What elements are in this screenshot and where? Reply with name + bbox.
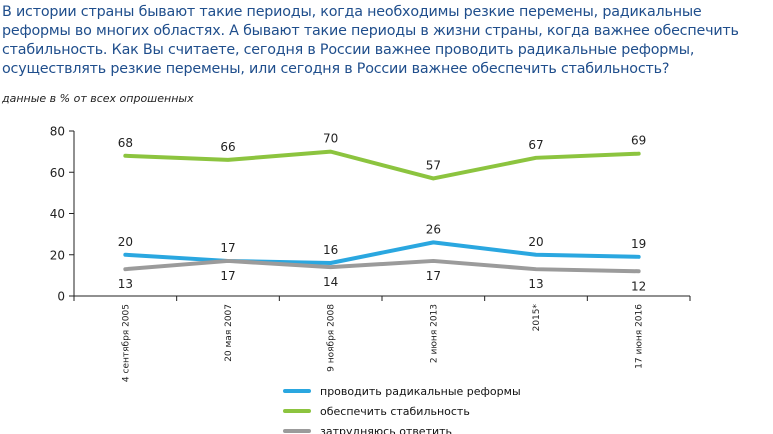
- y-tick-label: 60: [50, 166, 65, 180]
- data-label-group: 20 17 16 26 20 19 68 66 70 57 67 69 13 17 14 17 13 12: [118, 132, 647, 294]
- data-label: 16: [323, 243, 338, 257]
- data-label: 20: [118, 235, 133, 249]
- data-label: 13: [528, 277, 543, 291]
- data-label: 12: [631, 279, 646, 293]
- y-tick-label: 40: [50, 207, 65, 221]
- data-label: 68: [118, 136, 133, 150]
- data-label: 14: [323, 275, 338, 289]
- data-label: 20: [528, 235, 543, 249]
- series-group: [123, 149, 641, 274]
- series-line: [123, 258, 641, 274]
- data-label: 17: [220, 269, 235, 283]
- data-label: 69: [631, 134, 646, 148]
- legend-label: обеспечить стабильность: [320, 404, 470, 418]
- legend-swatch: [283, 409, 311, 413]
- y-tick-label: 0: [57, 290, 65, 304]
- x-tick-label: 20 мая 2007: [224, 304, 234, 362]
- data-label: 17: [426, 269, 441, 283]
- y-tick-group: 0 20 40 60 80: [50, 125, 74, 304]
- legend-item: затрудняюсь ответить: [283, 421, 521, 434]
- series-line: [123, 149, 641, 181]
- legend-label: проводить радикальные реформы: [320, 384, 521, 398]
- data-label: 57: [426, 158, 441, 172]
- data-label: 19: [631, 237, 646, 251]
- x-tick-label: 9 ноября 2008: [327, 304, 337, 372]
- x-tick-label: 4 сентября 2005: [121, 304, 131, 382]
- x-tick-label: 2 июня 2013: [429, 304, 439, 363]
- data-label: 70: [323, 132, 338, 146]
- data-note: данные в % от всех опрошенных: [2, 92, 194, 105]
- question-text: В истории страны бывают такие периоды, к…: [2, 4, 739, 77]
- data-label: 66: [220, 140, 235, 154]
- x-tick-label: 17 июня 2016: [635, 304, 645, 369]
- legend-label: затрудняюсь ответить: [320, 424, 453, 434]
- plot-area: 0 20 40 60 80 4 сентября 2005 20 мая 2007 9 но…: [50, 125, 691, 382]
- y-tick-label: 20: [50, 248, 65, 262]
- legend-swatch: [283, 389, 311, 393]
- data-label: 67: [528, 138, 543, 152]
- legend-swatch: [283, 429, 311, 433]
- legend-item: обеспечить стабильность: [283, 401, 521, 421]
- series-line: [123, 240, 641, 265]
- legend: проводить радикальные реформы обеспечить …: [283, 381, 521, 434]
- data-label: 13: [118, 277, 133, 291]
- x-tick-group: 4 сентября 2005 20 мая 2007 9 ноября 2008 2…: [73, 296, 691, 382]
- x-tick-label: 2015*: [532, 304, 542, 332]
- data-label: 17: [220, 241, 235, 255]
- data-label: 26: [426, 222, 441, 236]
- legend-item: проводить радикальные реформы: [283, 381, 521, 401]
- y-tick-label: 80: [50, 125, 65, 139]
